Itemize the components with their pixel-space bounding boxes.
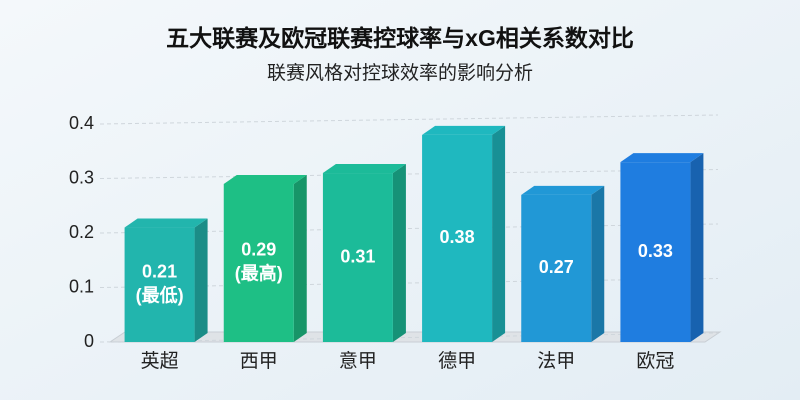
y-tick-label: 0.4: [69, 113, 94, 133]
bar: [124, 227, 195, 342]
grid-line: [99, 332, 719, 343]
bar-side: [591, 185, 605, 342]
bar: [422, 134, 493, 342]
chart-subtitle: 联赛风格对控球效率的影响分析: [267, 62, 533, 84]
grid-line: [99, 278, 719, 288]
bar-side: [194, 218, 208, 342]
value-label: 0.33: [638, 241, 673, 261]
bar: [223, 183, 294, 342]
bar-top: [620, 153, 704, 163]
value-label: (最低): [136, 285, 184, 306]
bar-top: [521, 185, 605, 195]
bar-top: [422, 125, 506, 135]
value-label: 0.29: [241, 240, 276, 260]
bar-side: [690, 153, 704, 342]
x-tick-label: 英超: [141, 350, 179, 372]
x-tick-label: 意甲: [339, 350, 377, 372]
y-tick-label: 0.2: [69, 222, 94, 242]
bar-top: [124, 218, 208, 228]
chart-title: 五大联赛及欧冠联赛控球率与xG相关系数对比: [166, 25, 634, 51]
value-label: 0.31: [340, 246, 375, 266]
value-label: (最高): [235, 263, 283, 284]
grid-line: [99, 114, 719, 125]
bar-side: [392, 164, 406, 342]
bar-top: [322, 164, 406, 174]
bar-side: [492, 125, 506, 343]
value-label: 0.27: [539, 257, 574, 277]
bar: [322, 173, 393, 342]
grid-line: [99, 169, 719, 179]
y-tick-label: 0: [84, 331, 94, 351]
value-label: 0.21: [142, 262, 177, 282]
bar: [521, 194, 592, 342]
bar-side: [293, 174, 307, 342]
x-tick-label: 德甲: [438, 350, 476, 372]
x-tick-label: 法甲: [537, 350, 575, 372]
bar: [620, 162, 691, 342]
x-tick-label: 欧冠: [636, 350, 674, 372]
bar-top: [223, 174, 307, 184]
grid-line: [99, 223, 719, 234]
y-tick-label: 0.1: [69, 276, 94, 296]
value-label: 0.38: [440, 227, 475, 247]
y-tick-label: 0.3: [69, 167, 94, 187]
x-tick-label: 西甲: [240, 351, 278, 372]
